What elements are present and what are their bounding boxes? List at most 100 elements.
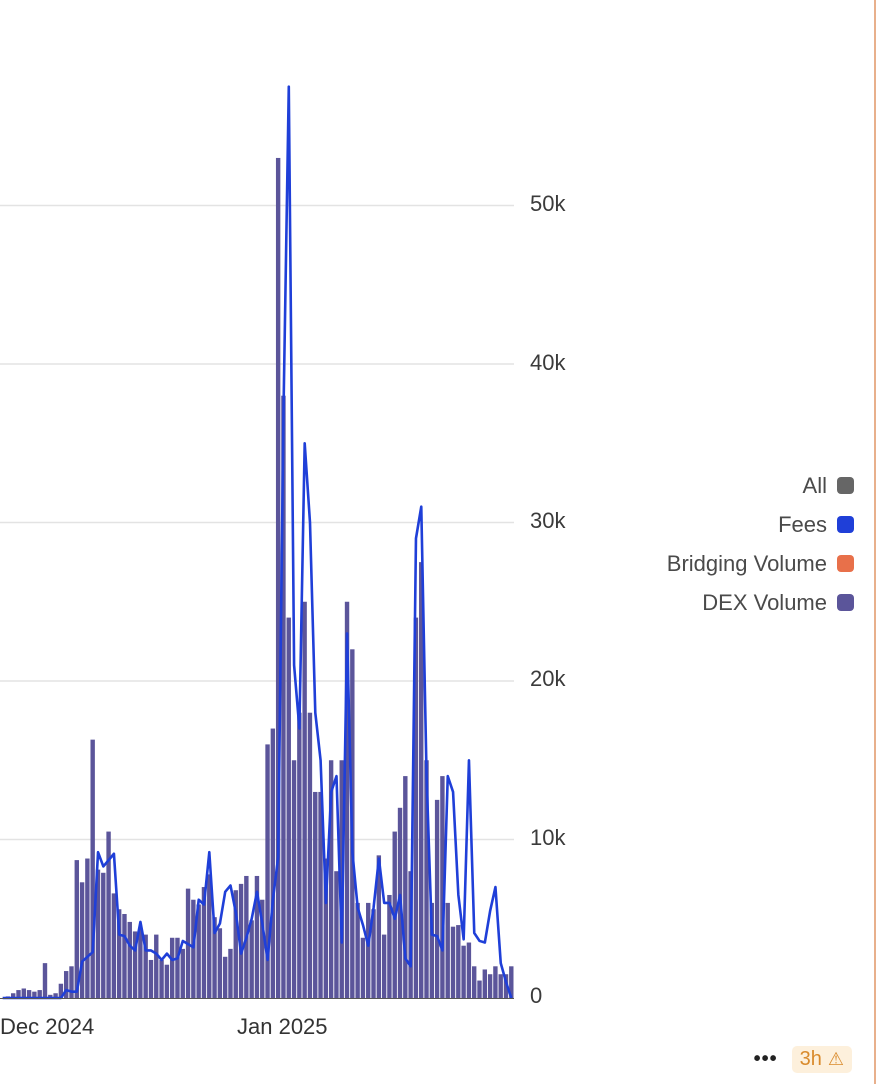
- dex-volume-bar: [222, 956, 228, 998]
- dex-volume-bar: [212, 917, 217, 998]
- y-tick-label: 50k: [530, 191, 566, 216]
- dex-volume-bar: [509, 966, 514, 998]
- dex-volume-bar: [106, 831, 111, 998]
- dex-volume-bar: [53, 993, 58, 998]
- dex-volume-bar: [456, 925, 461, 998]
- legend-label: Bridging Volume: [666, 550, 827, 576]
- dex-volume-bar: [381, 934, 387, 998]
- y-tick-label: 20k: [530, 666, 566, 691]
- dex-volume-bar: [477, 980, 482, 998]
- dex-volume-bar: [260, 899, 265, 998]
- dex-volume-bar: [233, 890, 238, 998]
- dex-volume-bar: [461, 945, 466, 998]
- dex-volume-bar: [164, 964, 170, 998]
- dex-volume-bar: [175, 937, 180, 998]
- dex-volume-bar: [238, 883, 244, 998]
- dex-volume-bar: [63, 971, 69, 998]
- more-options-button[interactable]: •••: [753, 1048, 778, 1070]
- dex-volume-bar: [37, 990, 42, 998]
- dex-volume-bar: [286, 617, 291, 998]
- dex-volume-bar: [482, 969, 488, 998]
- dex-volume-bar: [355, 902, 360, 998]
- dex-volume-bars: [5, 157, 514, 998]
- dex-volume-bar: [376, 855, 382, 998]
- dex-volume-bar: [498, 974, 503, 998]
- dex-volume-bar: [270, 728, 276, 998]
- legend-label: All: [802, 472, 827, 498]
- dex-volume-bar: [26, 990, 32, 998]
- dex-volume-bar: [328, 760, 334, 998]
- fees-line-layer: [2, 85, 513, 1000]
- dex-volume-bar: [424, 760, 429, 998]
- legend-item-dex-volume[interactable]: DEX Volume: [667, 583, 854, 622]
- dex-volume-bar: [10, 993, 16, 998]
- grid-lines: [0, 204, 514, 841]
- dex-volume-bar: [403, 776, 408, 998]
- warning-icon: ⚠: [827, 1049, 844, 1069]
- dex-volume-bar: [291, 760, 297, 998]
- dex-volume-bar: [85, 858, 90, 998]
- dex-volume-bar: [16, 990, 21, 998]
- dex-volume-bar: [503, 974, 509, 998]
- dex-volume-bar: [138, 928, 143, 998]
- dex-volume-bar: [344, 601, 350, 998]
- dex-volume-bar: [297, 712, 302, 998]
- dex-volume-bar: [334, 871, 339, 998]
- dex-volume-bar: [307, 712, 313, 998]
- dex-volume-bar: [275, 157, 281, 998]
- legend-label: DEX Volume: [702, 589, 827, 615]
- dex-volume-bar: [217, 928, 223, 998]
- dex-volume-bar: [434, 799, 440, 998]
- dex-volume-bar: [143, 934, 148, 998]
- dex-volume-bar: [196, 904, 201, 998]
- dex-volume-bar: [74, 860, 79, 998]
- data-age-badge[interactable]: 3h ⚠: [791, 1046, 852, 1073]
- dex-volume-bar: [154, 934, 159, 998]
- y-tick-label: 0: [530, 983, 543, 1008]
- x-tick-label: Jan 2025: [237, 1014, 328, 1039]
- dex-volume-bar: [313, 791, 318, 998]
- legend-swatch: [837, 555, 854, 572]
- dex-volume-bar: [21, 988, 26, 998]
- legend: All Fees Bridging Volume DEX Volume: [667, 466, 854, 622]
- dex-volume-bar: [254, 875, 260, 998]
- y-tick-label: 40k: [530, 350, 566, 375]
- dex-volume-bar: [302, 601, 307, 998]
- legend-item-bridging-volume[interactable]: Bridging Volume: [667, 544, 854, 583]
- dex-volume-bar: [429, 902, 435, 998]
- legend-item-all[interactable]: All: [667, 466, 854, 505]
- dex-volume-bar: [450, 926, 456, 998]
- dex-volume-bar: [228, 948, 233, 998]
- dex-volume-bar: [180, 948, 185, 998]
- dex-volume-bar: [487, 974, 493, 998]
- legend-swatch: [837, 594, 854, 611]
- dex-volume-bar: [387, 894, 392, 998]
- dex-volume-bar: [95, 869, 101, 998]
- dex-volume-bar: [69, 966, 74, 998]
- dex-volume-bar: [371, 909, 376, 998]
- dex-volume-bar: [32, 991, 37, 998]
- dex-volume-bar: [132, 931, 138, 998]
- chart-footer: ••• 3h ⚠: [754, 1046, 852, 1073]
- legend-item-fees[interactable]: Fees: [667, 505, 854, 544]
- y-tick-label: 30k: [530, 508, 566, 533]
- dex-volume-bar: [116, 909, 122, 998]
- dex-volume-bar: [159, 959, 164, 998]
- x-tick-label: Dec 2024: [0, 1014, 95, 1039]
- dex-volume-bar: [148, 959, 154, 998]
- dex-volume-bar: [201, 887, 207, 998]
- dex-volume-bar: [79, 882, 85, 998]
- dex-volume-bar: [318, 791, 323, 998]
- panel-border: [874, 0, 876, 1084]
- dex-volume-bar: [265, 744, 270, 998]
- dex-volume-bar: [58, 983, 64, 998]
- dex-volume-bar: [281, 395, 286, 998]
- dex-volume-bar: [90, 739, 95, 998]
- dex-volume-bar: [360, 937, 366, 998]
- data-age-label: 3h: [799, 1048, 822, 1070]
- legend-swatch: [837, 516, 854, 533]
- dex-volume-bar: [122, 913, 127, 998]
- legend-label: Fees: [778, 511, 827, 537]
